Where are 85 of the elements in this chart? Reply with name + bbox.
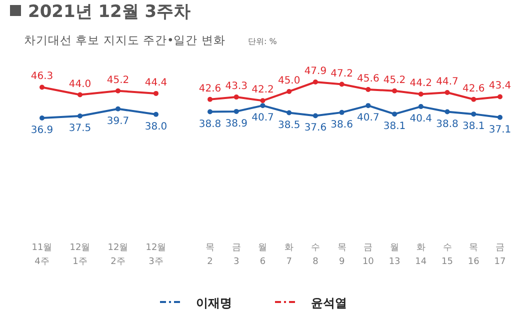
point [498,114,502,120]
data-label: 38.1 [462,121,485,132]
x-tick-label: 수 8 [310,243,320,267]
x-tick-label: 금 10 [362,243,374,267]
x-tick-label: 수 15 [442,243,453,267]
chart-title: 2021년 12월 3주차 [28,2,191,22]
x-tick-label: 금 3 [232,243,241,267]
data-label: 37.1 [488,124,512,136]
data-label: 45.2 [106,74,130,86]
data-label: 45.0 [278,75,300,86]
data-label: 38.8 [198,118,222,130]
x-tick-label: 목 9 [337,243,346,267]
x-tick-label: 월 6 [258,243,268,267]
data-label: 45.6 [357,74,380,85]
data-label: 38.6 [330,119,353,130]
point [366,103,371,108]
point [418,92,424,97]
data-label: 40.7 [357,112,380,124]
data-label: 38.5 [278,120,300,131]
point [498,94,502,100]
x-tick-label: 월 13 [388,243,400,267]
data-label: 38.1 [383,121,406,132]
x-tick-label: 화 7 [284,243,294,267]
data-label: 47.9 [304,66,327,77]
data-label: 39.7 [106,116,130,127]
point [471,112,476,117]
point [154,90,158,96]
point [392,112,398,117]
point [444,90,450,95]
legend-label: 윤석열 [311,296,347,310]
point [40,84,44,90]
point [286,88,292,94]
data-label: 44.7 [436,76,458,88]
point [116,106,120,112]
data-label: 46.3 [30,71,54,82]
x-tick-label: 12월 1주 [70,243,90,267]
data-label: 47.2 [330,68,353,80]
x-tick-label: 금 17 [494,243,506,267]
point [208,96,212,102]
chart-subtitle: 차기대선 후보 지지도 주간•일간 변화 [24,33,226,47]
data-label: 44.0 [68,78,92,90]
point [234,108,239,114]
x-tick-label: 화 14 [415,243,427,267]
point [312,80,318,84]
point [234,94,239,100]
point [392,88,398,94]
data-label: 37.6 [304,122,327,134]
data-label: 36.9 [30,125,54,136]
point [78,92,82,98]
point [312,113,318,118]
data-label: 38.9 [225,118,248,130]
point [471,96,476,102]
point [418,104,424,110]
point [286,110,292,116]
data-label: 44.4 [144,77,168,88]
x-tick-label: 11월 4주 [32,243,52,267]
data-label: 43.3 [225,81,248,92]
data-label: 38.8 [436,118,458,130]
data-label: 42.6 [462,83,485,94]
point [78,114,82,119]
data-label: 42.6 [198,83,222,94]
point [339,110,344,115]
data-label: 45.2 [383,74,406,86]
point [260,98,266,104]
x-tick-label: 목 2 [206,243,214,267]
point [366,87,371,92]
data-label: 43.4 [488,80,512,92]
point [116,88,120,94]
text: 단위: % [248,37,278,46]
data-label: 40.4 [410,114,432,125]
point [40,116,44,120]
point [339,82,344,87]
point [260,103,266,108]
x-tick-label: 12월 3주 [146,243,166,267]
data-label: 42.2 [252,84,274,96]
legend-label: 이재명 [196,296,232,310]
x-tick-label: 목 16 [468,243,480,267]
data-label: 37.5 [68,123,92,134]
point [208,109,212,114]
point [154,112,158,117]
x-tick-label: 12월 2주 [108,243,128,267]
data-label: 38.0 [144,121,168,132]
point [444,109,450,114]
data-label: 40.7 [252,112,274,124]
data-label: 44.2 [410,78,432,90]
